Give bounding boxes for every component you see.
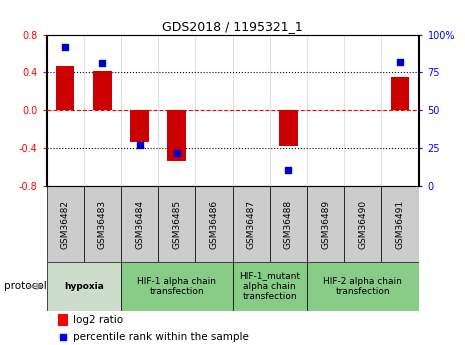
Point	[59, 335, 66, 340]
Bar	[232, 262, 307, 310]
Text: HIF-1_mutant
alpha chain
transfection: HIF-1_mutant alpha chain transfection	[239, 272, 300, 301]
Bar	[381, 186, 418, 262]
Text: GSM36484: GSM36484	[135, 200, 144, 249]
Bar	[270, 186, 307, 262]
Bar	[391, 77, 409, 110]
Text: GSM36487: GSM36487	[246, 200, 256, 249]
Bar	[46, 262, 121, 310]
Text: GSM36490: GSM36490	[358, 200, 367, 249]
Bar	[195, 186, 232, 262]
Bar	[84, 186, 121, 262]
Bar	[58, 314, 68, 326]
Bar	[307, 186, 344, 262]
Text: GSM36491: GSM36491	[395, 200, 405, 249]
Text: log2 ratio: log2 ratio	[73, 315, 123, 325]
Bar	[130, 110, 149, 142]
Text: GSM36485: GSM36485	[172, 200, 181, 249]
Point	[396, 59, 404, 65]
Text: hypoxia: hypoxia	[64, 282, 104, 291]
Bar	[46, 186, 84, 262]
Point	[99, 61, 106, 66]
Bar	[121, 186, 158, 262]
Text: GSM36483: GSM36483	[98, 200, 107, 249]
Bar	[121, 262, 232, 310]
Bar	[158, 186, 195, 262]
Text: GSM36489: GSM36489	[321, 200, 330, 249]
Text: HIF-1 alpha chain
transfection: HIF-1 alpha chain transfection	[137, 277, 216, 296]
Bar	[232, 186, 270, 262]
Text: HIF-2 alpha chain
transfection: HIF-2 alpha chain transfection	[323, 277, 402, 296]
Point	[136, 142, 143, 148]
Bar	[279, 110, 298, 146]
Bar	[307, 262, 418, 310]
Bar	[167, 110, 186, 161]
Point	[173, 150, 180, 156]
Text: GSM36482: GSM36482	[60, 200, 70, 249]
Point	[61, 44, 69, 49]
Text: percentile rank within the sample: percentile rank within the sample	[73, 333, 248, 342]
Bar	[56, 66, 74, 110]
Bar	[93, 71, 112, 110]
Text: GSM36486: GSM36486	[209, 200, 219, 249]
Point	[285, 167, 292, 172]
Text: GSM36488: GSM36488	[284, 200, 293, 249]
Text: protocol: protocol	[5, 282, 47, 291]
Bar	[344, 186, 381, 262]
Title: GDS2018 / 1195321_1: GDS2018 / 1195321_1	[162, 20, 303, 33]
